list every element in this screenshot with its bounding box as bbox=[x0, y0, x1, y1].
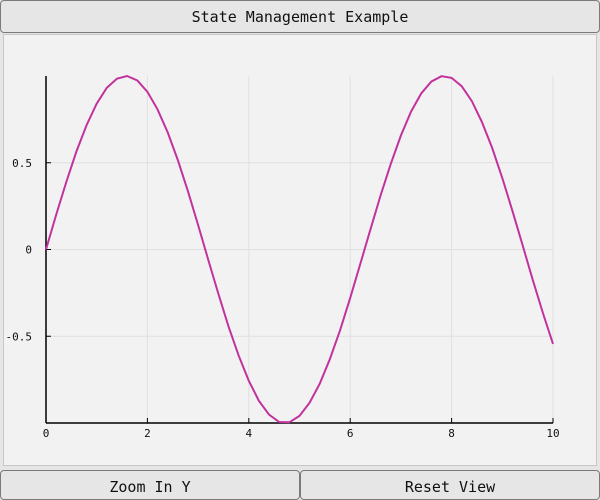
y-tick-label: 0 bbox=[25, 244, 32, 257]
x-axis-ticks: 0 2 4 6 8 10 bbox=[43, 418, 560, 440]
sine-series-line bbox=[45, 74, 554, 424]
window-title-bar: State Management Example bbox=[0, 0, 600, 33]
x-tick-label: 8 bbox=[448, 427, 455, 440]
sine-chart[interactable]: 0 2 4 6 8 10 0.5 0 -0.5 bbox=[0, 0, 600, 470]
x-tick-label: 4 bbox=[245, 427, 252, 440]
x-tick-label: 0 bbox=[43, 427, 50, 440]
y-axis-ticks: 0.5 0 -0.5 bbox=[6, 157, 51, 343]
y-tick-label: 0.5 bbox=[12, 157, 32, 170]
grid-lines bbox=[46, 76, 554, 423]
zoom-in-y-button[interactable]: Zoom In Y bbox=[0, 470, 300, 500]
x-tick-label: 10 bbox=[546, 427, 559, 440]
y-tick-label: -0.5 bbox=[6, 330, 33, 343]
window-title: State Management Example bbox=[191, 7, 409, 26]
x-tick-label: 6 bbox=[347, 427, 354, 440]
reset-view-button[interactable]: Reset View bbox=[300, 470, 600, 500]
x-tick-label: 2 bbox=[144, 427, 151, 440]
